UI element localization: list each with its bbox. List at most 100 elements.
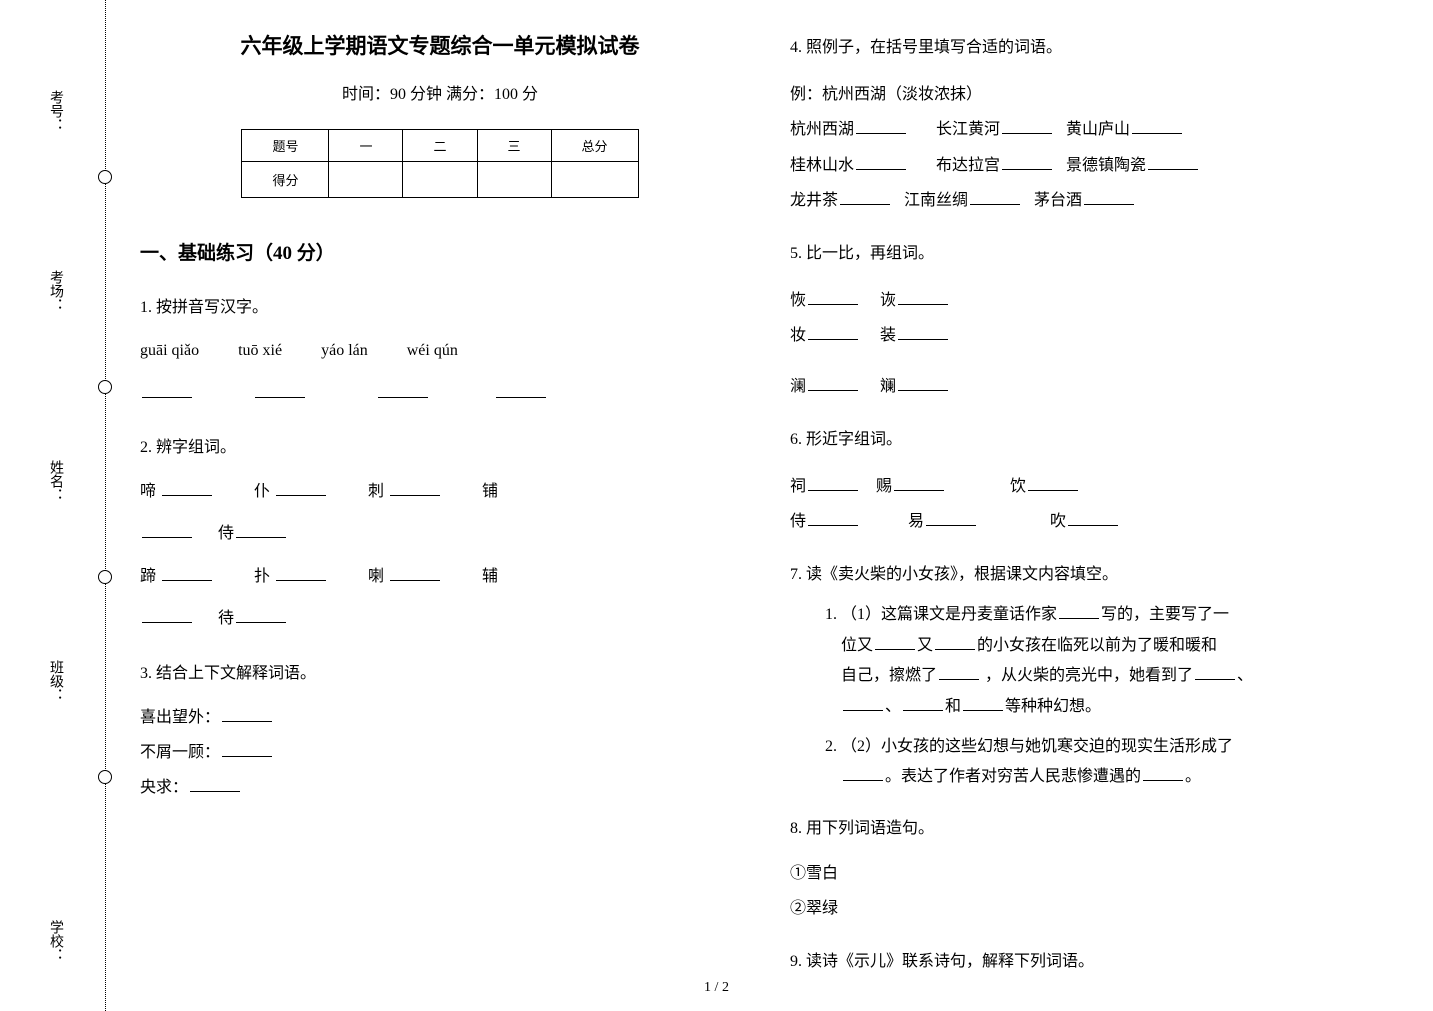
question-text: 3. 结合上下文解释词语。	[140, 656, 740, 691]
score-cell	[551, 162, 638, 198]
question-8: 8. 用下列词语造句。 ①雪白 ②翠绿	[790, 811, 1390, 927]
char: 待	[218, 610, 234, 627]
char: 澜	[790, 378, 806, 395]
answer-blank	[903, 693, 943, 711]
char: 装	[880, 327, 896, 344]
sub-question-2: 2. （2）小女孩的这些幻想与她饥寒交迫的现实生活形成了 。表达了作者对穷苦人民…	[825, 732, 1390, 793]
right-column: 4. 照例子，在括号里填写合适的词语。 例：杭州西湖（淡妆浓抹） 杭州西湖 长江…	[790, 30, 1390, 998]
answer-blank	[222, 704, 272, 722]
word-label: 不屑一顾：	[140, 744, 220, 761]
answer-blank	[843, 763, 883, 781]
binding-label-examid: 考号：	[45, 90, 65, 132]
binding-margin: 考号： 考场： 姓名： 班级： 学校：	[40, 0, 120, 1011]
score-row-label: 得分	[242, 162, 329, 198]
sub-text: （1）这篇课文是丹麦童话作家	[841, 606, 1057, 623]
answer-blank	[236, 605, 286, 623]
page-content: 六年级上学期语文专题综合一单元模拟试卷 时间：90 分钟 满分：100 分 题号…	[140, 30, 1400, 998]
answer-blank	[1143, 763, 1183, 781]
question-text: 1. 按拼音写汉字。	[140, 290, 740, 325]
exam-title: 六年级上学期语文专题综合一单元模拟试卷	[140, 30, 740, 60]
char: 喇	[368, 568, 384, 585]
answer-blank	[162, 563, 212, 581]
item: 黄山庐山	[1066, 121, 1130, 138]
answer-blank	[843, 693, 883, 711]
answer-blank	[190, 774, 240, 792]
binding-circle	[98, 570, 112, 584]
answer-blank	[856, 152, 906, 170]
char: 铺	[482, 483, 498, 500]
answer-blank	[808, 373, 858, 391]
sub-text: 自己，擦燃了	[841, 667, 937, 684]
item: 布达拉宫	[936, 157, 1000, 174]
char: 妆	[790, 327, 806, 344]
answer-blank	[808, 508, 858, 526]
sub-num: 1.	[825, 606, 841, 623]
sub-text: ，从火柴的亮光中，她看到了	[981, 667, 1193, 684]
word-item: ②翠绿	[790, 891, 1390, 926]
answer-blank	[378, 380, 428, 398]
sub-text: 写的，主要写了一	[1101, 606, 1229, 623]
answer-blank	[1084, 187, 1134, 205]
answer-blank	[1132, 116, 1182, 134]
char: 赐	[876, 478, 892, 495]
answer-blank	[142, 380, 192, 398]
char: 诙	[880, 292, 896, 309]
answer-blank	[1148, 152, 1198, 170]
item: 长江黄河	[936, 121, 1000, 138]
sub-text: 、	[1237, 667, 1253, 684]
answer-blank	[162, 478, 212, 496]
question-text: 7. 读《卖火柴的小女孩》，根据课文内容填空。	[790, 557, 1390, 592]
score-cell	[329, 162, 403, 198]
answer-blank	[222, 739, 272, 757]
example-text: 例：杭州西湖（淡妆浓抹）	[790, 77, 1390, 112]
item: 景德镇陶瓷	[1066, 157, 1146, 174]
answer-blank	[1195, 662, 1235, 680]
answer-blank	[856, 116, 906, 134]
answer-blank	[276, 563, 326, 581]
left-column: 六年级上学期语文专题综合一单元模拟试卷 时间：90 分钟 满分：100 分 题号…	[140, 30, 740, 998]
answer-blank	[970, 187, 1020, 205]
answer-blank	[875, 632, 915, 650]
score-header: 二	[403, 130, 477, 162]
answer-blank	[1002, 152, 1052, 170]
item: 茅台酒	[1034, 192, 1082, 209]
char: 饮	[1010, 478, 1026, 495]
sub-text: 。表达了作者对穷苦人民悲惨遭遇的	[885, 768, 1141, 785]
char: 啼	[140, 483, 156, 500]
item: 龙井茶	[790, 192, 838, 209]
answer-blank	[142, 605, 192, 623]
answer-blank	[935, 632, 975, 650]
char: 仆	[254, 483, 270, 500]
question-text: 5. 比一比，再组词。	[790, 236, 1390, 271]
answer-blank	[840, 187, 890, 205]
binding-label-class: 班级：	[45, 660, 65, 702]
item: 江南丝绸	[904, 192, 968, 209]
binding-circle	[98, 770, 112, 784]
question-text: 8. 用下列词语造句。	[790, 811, 1390, 846]
question-5: 5. 比一比，再组词。 恢 诙 妆 装 澜 斓	[790, 236, 1390, 404]
answer-blank	[939, 662, 979, 680]
sub-text: 位又	[841, 637, 873, 654]
binding-label-room: 考场：	[45, 270, 65, 312]
sub-question-1: 1. （1）这篇课文是丹麦童话作家写的，主要写了一 位又又的小女孩在临死以前为了…	[825, 600, 1390, 722]
binding-dotted-line	[105, 0, 106, 1011]
answer-blank	[276, 478, 326, 496]
score-cell	[477, 162, 551, 198]
sub-text: 。	[1185, 768, 1201, 785]
binding-circle	[98, 170, 112, 184]
answer-blank	[1059, 601, 1099, 619]
score-header: 题号	[242, 130, 329, 162]
answer-blank	[255, 380, 305, 398]
answer-blank	[390, 478, 440, 496]
pinyin: wéi qún	[407, 342, 458, 359]
pinyin: yáo lán	[321, 342, 368, 359]
sub-text: 、	[885, 698, 901, 715]
sub-text: （2）小女孩的这些幻想与她饥寒交迫的现实生活形成了	[841, 738, 1233, 755]
sub-text: 的小女孩在临死以前为了暖和暖和	[977, 637, 1217, 654]
question-6: 6. 形近字组词。 祠 赐 饮 侍 易	[790, 422, 1390, 540]
question-7: 7. 读《卖火柴的小女孩》，根据课文内容填空。 1. （1）这篇课文是丹麦童话作…	[790, 557, 1390, 793]
sub-text: 和	[945, 698, 961, 715]
answer-blank	[898, 287, 948, 305]
binding-circle	[98, 380, 112, 394]
pinyin: tuō xié	[238, 342, 282, 359]
